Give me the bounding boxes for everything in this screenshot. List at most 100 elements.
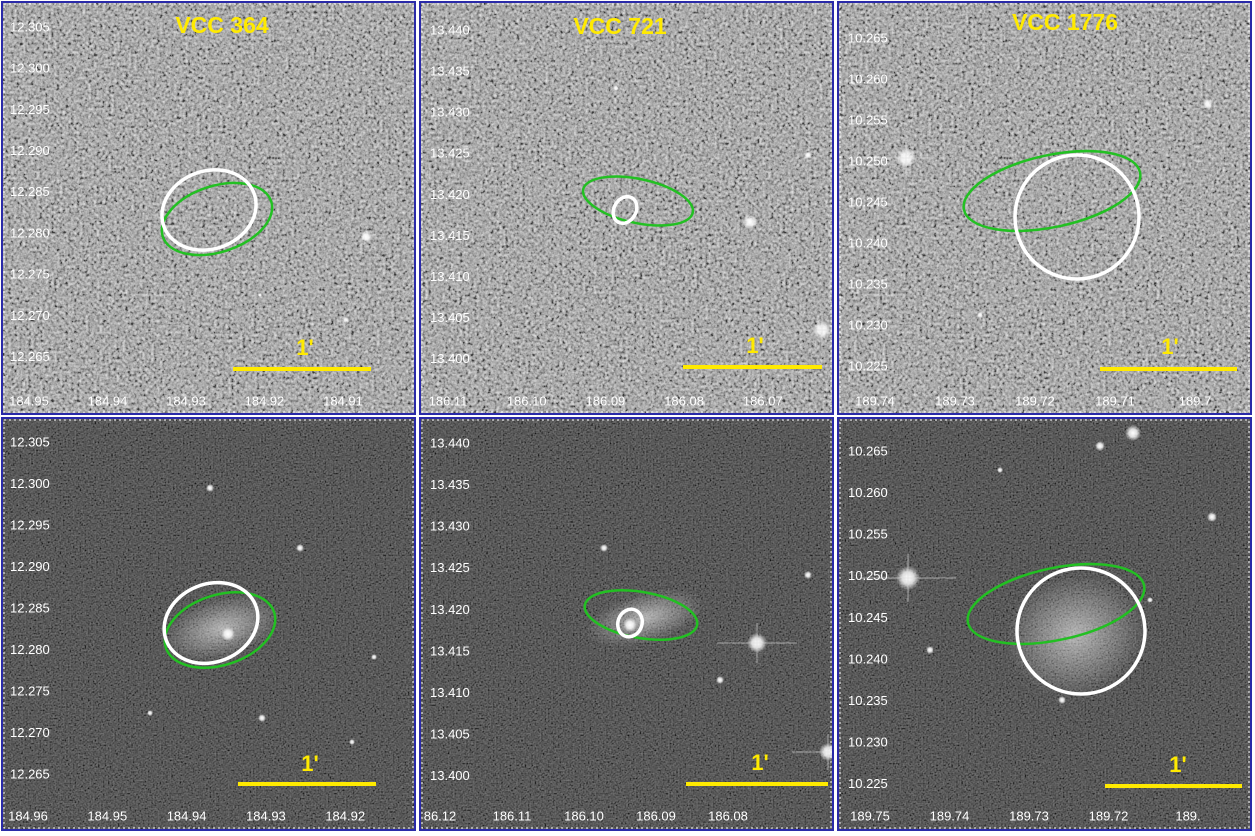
y-tick-label: 12.275	[10, 267, 50, 282]
star	[1095, 441, 1105, 451]
y-tick-label: 12.280	[10, 225, 50, 240]
x-tick-label: 189.7	[1179, 393, 1212, 408]
y-tick-label: 13.430	[430, 519, 470, 534]
green-ellipse	[581, 175, 695, 227]
y-tick-label: 10.250	[848, 568, 888, 583]
y-tick-label: 12.265	[10, 349, 50, 364]
panel: 1' 10.265 10.260 10.255 10.250 10.245 10.240 10…	[837, 417, 1252, 831]
star	[371, 654, 377, 660]
star	[147, 710, 153, 716]
noise	[838, 2, 1251, 414]
panel-title: VCC 721	[573, 13, 667, 39]
y-tick-label: 12.265	[10, 766, 50, 781]
y-tick-label: 13.405	[430, 727, 470, 742]
x-tick-label: 186.07	[743, 393, 783, 408]
x-tick-label: 184.95	[87, 808, 127, 823]
scale-label: 1'	[751, 750, 768, 775]
y-tick-label: 12.270	[10, 308, 50, 323]
y-tick-label: 12.285	[10, 600, 50, 615]
panel-ticks	[421, 419, 832, 829]
white-ellipse	[615, 607, 645, 639]
x-tick-label: 86.12	[424, 808, 457, 823]
y-tick-label: 13.440	[430, 22, 470, 37]
star	[343, 317, 349, 323]
panel-border	[837, 417, 1252, 831]
star	[926, 646, 934, 654]
star	[1125, 425, 1141, 441]
white-ellipse	[160, 168, 258, 252]
galaxy-glow	[1005, 574, 1145, 696]
x-tick-label: 186.10	[507, 393, 547, 408]
y-tick-label: 13.435	[430, 64, 470, 79]
y-tick-label: 10.255	[848, 527, 888, 542]
panel-title: VCC 364	[175, 12, 269, 38]
x-tick-label: 189.73	[935, 393, 975, 408]
x-tick-label: 186.08	[664, 393, 704, 408]
x-tick-label: 184.92	[245, 393, 285, 408]
y-tick-label: 10.250	[848, 153, 888, 168]
panel-ticks	[421, 3, 832, 413]
panel-border	[1, 1, 416, 415]
x-tick-label: 186.09	[586, 393, 626, 408]
panel-border	[419, 1, 834, 415]
y-tick-label: 10.265	[848, 30, 888, 45]
x-tick-label: 184.91	[323, 393, 363, 408]
noise	[2, 2, 415, 414]
star	[1207, 512, 1217, 522]
y-tick-label: 13.400	[430, 768, 470, 783]
y-tick-label: 12.290	[10, 559, 50, 574]
star	[716, 676, 724, 684]
y-tick-label: 10.235	[848, 693, 888, 708]
green-ellipse	[163, 591, 277, 669]
star	[1058, 696, 1066, 704]
y-tick-label: 13.410	[430, 685, 470, 700]
star	[221, 627, 235, 641]
panel-border	[1, 417, 416, 831]
panel-border	[837, 1, 1252, 415]
panel-border	[419, 417, 834, 831]
y-tick-label: 13.415	[430, 643, 470, 658]
panel-ticks	[839, 419, 1250, 829]
x-tick-label: 186.11	[429, 393, 468, 408]
star	[977, 312, 983, 318]
x-tick-label: 189.75	[850, 808, 890, 823]
y-tick-label: 13.415	[430, 228, 470, 243]
panel-title: VCC 1776	[1012, 9, 1118, 35]
image: 1' 10.265 10.260 10.255 10.250 10.245 10.240 10…	[838, 418, 1251, 830]
image: 1' 13.440 13.435 13.430 13.425 13.420 13.415 13…	[420, 418, 833, 830]
green-ellipse	[966, 562, 1146, 646]
image: 1' 13.440 13.435 13.430 13.425 13.420 13.415 13…	[420, 2, 833, 414]
scale-label: 1'	[746, 333, 763, 358]
panel-ticks	[839, 3, 1250, 413]
white-ellipse	[162, 580, 260, 666]
y-tick-label: 13.425	[430, 146, 470, 161]
y-tick-label: 10.245	[848, 194, 888, 209]
y-tick-label: 10.225	[848, 776, 888, 791]
star	[743, 215, 757, 229]
white-ellipse	[1015, 566, 1147, 696]
image: 1' 12.305 12.300 12.295 12.290 12.285 12.280 12…	[2, 418, 415, 830]
noise	[420, 2, 833, 414]
y-tick-label: 10.230	[848, 735, 888, 750]
y-tick-label: 12.300	[10, 476, 50, 491]
panel: 1' 12.305 12.300 12.295 12.290 12.285 12.280 12…	[1, 417, 416, 831]
star	[600, 544, 608, 552]
y-tick-label: 10.240	[848, 235, 888, 250]
y-tick-label: 13.420	[430, 187, 470, 202]
x-tick-label: 189.	[1175, 808, 1200, 823]
y-tick-label: 12.290	[10, 143, 50, 158]
y-tick-label: 10.255	[848, 112, 888, 127]
y-tick-label: 12.275	[10, 683, 50, 698]
x-tick-label: 189.71	[1095, 393, 1135, 408]
star	[1147, 597, 1153, 603]
star	[206, 484, 214, 492]
y-tick-label: 13.430	[430, 105, 470, 120]
y-tick-label: 12.285	[10, 184, 50, 199]
star	[1203, 99, 1213, 109]
scale-label: 1'	[1161, 334, 1178, 359]
x-tick-label: 184.92	[325, 808, 365, 823]
star	[623, 618, 637, 632]
y-tick-label: 10.260	[848, 485, 888, 500]
x-tick-label: 189.73	[1009, 808, 1049, 823]
y-tick-label: 12.305	[10, 434, 50, 449]
